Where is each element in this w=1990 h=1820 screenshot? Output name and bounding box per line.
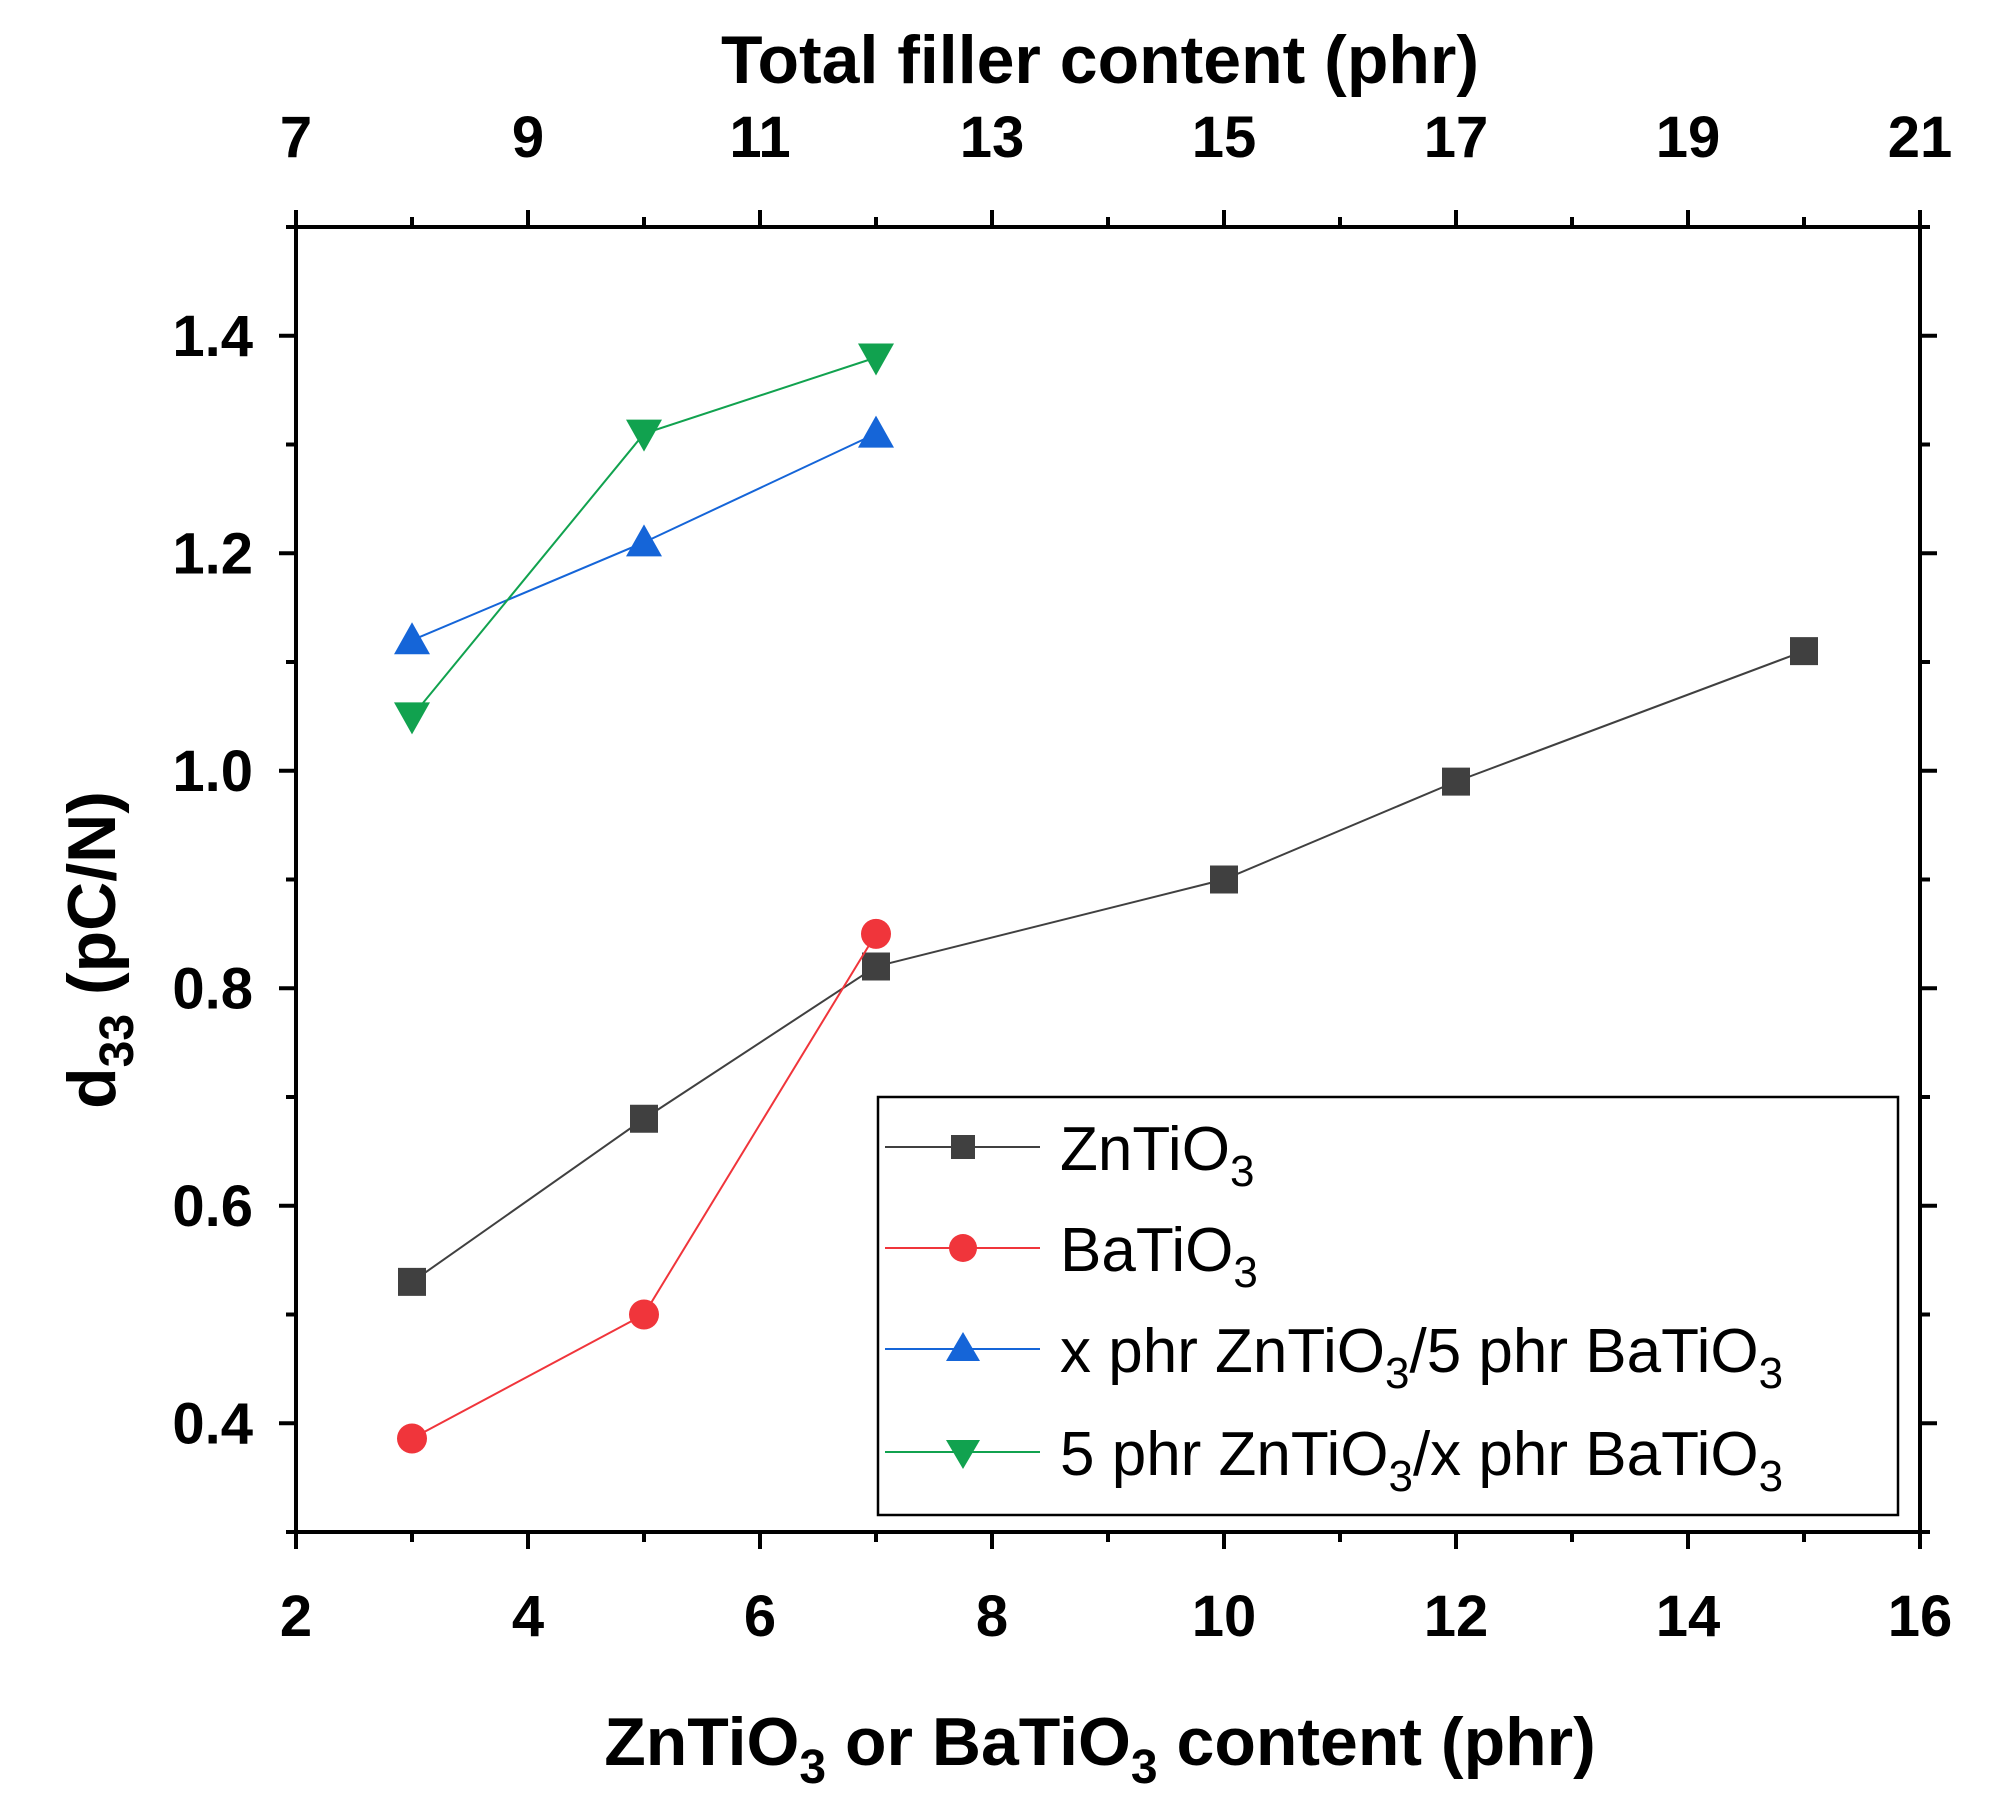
data-point-triangle-up	[858, 415, 894, 448]
legend-label: ZnTiO3	[1060, 1115, 1254, 1196]
x-tick-label: 2	[280, 1584, 312, 1649]
x-tick-label: 14	[1656, 1584, 1721, 1649]
x-tick-label: 16	[1888, 1584, 1953, 1649]
series-batio3	[397, 918, 891, 1454]
top-tick-label: 17	[1424, 105, 1489, 170]
data-point-circle	[861, 918, 891, 949]
y-tick-label: 0.8	[172, 956, 253, 1021]
series-5-phr-zntio3-x-phr-batio3	[394, 343, 894, 735]
legend-label: x phr ZnTiO3/5 phr BaTiO3	[1060, 1317, 1783, 1398]
data-point-triangle-up	[626, 524, 662, 557]
legend-box	[876, 1095, 1900, 1517]
y-tick-label: 0.4	[172, 1391, 253, 1456]
series-x-phr-zntio3-5-phr-batio3	[394, 415, 894, 655]
data-point-square	[1210, 865, 1238, 894]
legend-item-x-zntio3-5-batio3: x phr ZnTiO3/5 phr BaTiO3	[885, 1317, 1783, 1398]
x-axis-title: ZnTiO3 or BaTiO3 content (phr)	[604, 1704, 1596, 1794]
y-tick-label: 1.2	[172, 521, 253, 586]
x-tick-label: 6	[744, 1584, 776, 1649]
x-tick-label: 4	[512, 1584, 544, 1649]
top-tick-label: 19	[1656, 105, 1721, 170]
x-tick-label: 8	[976, 1584, 1008, 1649]
legend-label: BaTiO3	[1060, 1216, 1258, 1297]
y-tick-label: 1.0	[172, 739, 253, 804]
legend-item-batio3: BaTiO3	[885, 1216, 1258, 1297]
data-point-square	[862, 952, 890, 981]
series-line	[411, 933, 877, 1440]
data-point-square	[398, 1267, 426, 1296]
y-tick-label: 1.4	[172, 304, 253, 369]
top-tick-label: 11	[729, 105, 790, 170]
top-tick-label: 9	[512, 105, 544, 170]
data-point-square	[630, 1104, 658, 1133]
legend-item-zntio3: ZnTiO3	[885, 1115, 1254, 1196]
axes: 2 4 6 8 10 12 14 16 7 9 11 13 15 17 19 21 0.4 0.6 0.8 1.0 1.…	[172, 105, 1952, 1649]
top-tick-label: 13	[960, 105, 1025, 170]
data-point-triangle-down	[858, 343, 894, 376]
series-line	[411, 650, 1805, 1283]
legend-triangle-down-icon	[946, 1440, 980, 1469]
y-tick-label: 0.6	[172, 1174, 253, 1239]
data-point-square	[1790, 637, 1818, 666]
data-point-triangle-up	[394, 622, 430, 655]
top-axis-title: Total filler content (phr)	[721, 22, 1479, 98]
legend-square-icon	[951, 1135, 975, 1159]
legend-item-5-zntio3-x-batio3: 5 phr ZnTiO3/x phr BaTiO3	[885, 1420, 1783, 1501]
legend-circle-icon	[949, 1234, 977, 1262]
series-zntio3	[398, 637, 1818, 1296]
series-group	[394, 343, 1818, 1454]
y-axis-title: d33 (pC/N)	[54, 791, 144, 1109]
data-point-circle	[397, 1423, 427, 1454]
top-tick-label: 15	[1192, 105, 1257, 170]
legend-label: 5 phr ZnTiO3/x phr BaTiO3	[1060, 1420, 1783, 1501]
legend-triangle-up-icon	[946, 1332, 980, 1361]
legend: ZnTiO3 BaTiO3 x phr ZnTiO3/5 phr BaTiO3 …	[876, 1095, 1900, 1517]
x-tick-label: 12	[1424, 1584, 1489, 1649]
data-point-triangle-down	[626, 419, 662, 452]
data-point-triangle-down	[394, 702, 430, 735]
data-point-square	[1442, 767, 1470, 796]
x-tick-label: 10	[1192, 1584, 1257, 1649]
data-point-circle	[629, 1299, 659, 1330]
top-tick-label: 21	[1888, 105, 1953, 170]
top-tick-label: 7	[280, 105, 312, 170]
